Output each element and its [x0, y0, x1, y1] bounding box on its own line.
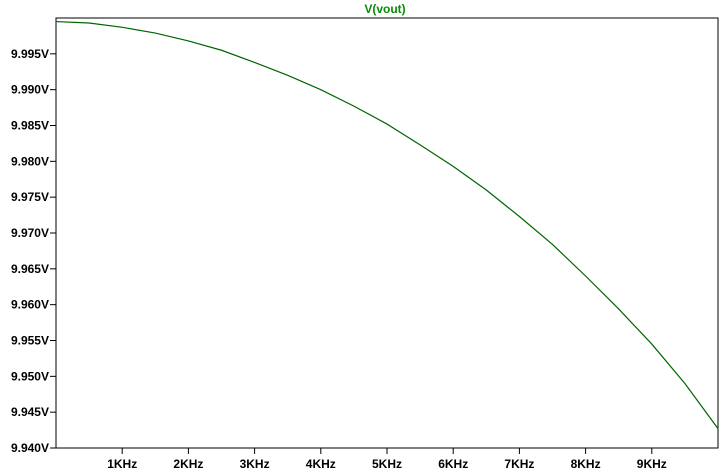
y-tick-label: 9.990V [11, 83, 49, 97]
x-tick-label: 1KHz [107, 457, 137, 471]
y-axis: 9.940V 9.945V 9.950V 9.955V 9.960V 9.965V 9.97… [11, 47, 56, 455]
x-tick-label: 9KHz [637, 457, 667, 471]
y-tick-label: 9.985V [11, 119, 49, 133]
x-tick-label: 7KHz [504, 457, 534, 471]
y-tick-label: 9.970V [11, 226, 49, 240]
x-axis: 1KHz 2KHz 3KHz 4KHz 5KHz 6KHz 7KHz 8KHz 9KHz [107, 448, 667, 471]
y-tick-label: 9.940V [11, 441, 49, 455]
y-tick-label: 9.955V [11, 334, 49, 348]
x-tick-label: 4KHz [306, 457, 336, 471]
y-tick-label: 9.950V [11, 369, 49, 383]
x-tick-label: 8KHz [571, 457, 601, 471]
y-tick-label: 9.960V [11, 298, 49, 312]
y-tick-label: 9.975V [11, 190, 49, 204]
y-tick-label: 9.995V [11, 47, 49, 61]
x-tick-label: 3KHz [240, 457, 270, 471]
y-tick-label: 9.945V [11, 405, 49, 419]
y-tick-label: 9.965V [11, 262, 49, 276]
plot-area-frame [55, 17, 719, 449]
y-tick-label: 9.980V [11, 154, 49, 168]
series-line-vout [55, 20, 719, 430]
x-tick-label: 6KHz [438, 457, 468, 471]
x-tick-label: 5KHz [372, 457, 402, 471]
chart-title: V(vout) [364, 2, 405, 16]
x-tick-label: 2KHz [173, 457, 203, 471]
